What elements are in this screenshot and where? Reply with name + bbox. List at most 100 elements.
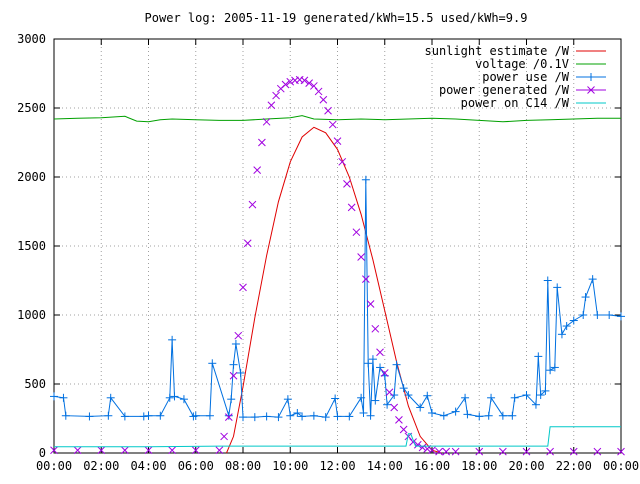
data-point	[579, 311, 588, 319]
data-point	[416, 403, 425, 412]
data-point	[272, 91, 280, 100]
cross-marker-b	[435, 447, 443, 456]
cross-marker-b	[50, 446, 58, 455]
data-point	[413, 440, 422, 449]
data-point	[50, 392, 58, 401]
data-point	[361, 175, 370, 184]
data-point	[286, 411, 295, 420]
x-tick-label: 14:00	[367, 459, 403, 473]
data-point	[543, 276, 552, 285]
data-point	[239, 283, 247, 292]
cross-marker-b	[409, 438, 417, 446]
data-point	[617, 447, 625, 456]
data-point	[250, 413, 259, 422]
cross-marker-b	[361, 275, 370, 283]
cross-marker-b	[314, 87, 323, 96]
cross-marker-b	[376, 348, 384, 357]
data-point	[522, 447, 531, 456]
cross-marker-b	[442, 447, 451, 456]
data-point	[191, 411, 200, 420]
cross-marker-b	[191, 446, 200, 455]
legend-entry: power use /W	[482, 70, 606, 84]
data-point	[229, 360, 238, 369]
data-point	[224, 413, 233, 421]
x-tick-label: 22:00	[556, 459, 592, 473]
data-point	[220, 432, 228, 441]
data-point	[553, 283, 562, 292]
x-tick-label: 10:00	[272, 459, 308, 473]
data-point	[562, 322, 571, 331]
cross-marker-b	[338, 157, 347, 166]
data-point	[475, 412, 484, 421]
cross-marker-b	[522, 447, 531, 456]
data-point	[333, 137, 342, 145]
data-point	[224, 411, 233, 420]
cross-marker-b	[281, 80, 290, 89]
data-point	[366, 411, 375, 420]
legend-label: power generated /W	[439, 83, 570, 97]
data-point	[120, 412, 129, 421]
x-tick-label: 08:00	[225, 459, 261, 473]
data-point	[498, 411, 507, 420]
data-point	[581, 293, 590, 302]
data-point	[522, 391, 531, 400]
data-point	[463, 410, 472, 419]
cross-marker-b	[395, 416, 403, 424]
data-point	[439, 411, 448, 420]
series-power-use-w	[50, 175, 625, 422]
cross-marker-b	[220, 432, 228, 441]
cross-marker-b	[343, 180, 351, 188]
data-point	[144, 446, 153, 455]
data-point	[97, 446, 106, 455]
cross-marker-b	[352, 228, 361, 237]
cross-marker-b	[333, 137, 342, 145]
cross-marker-b	[499, 447, 507, 456]
cross-marker-b	[97, 446, 106, 455]
cross-marker-b	[546, 447, 554, 456]
data-point	[283, 395, 292, 404]
data-point	[305, 79, 314, 88]
data-point	[274, 413, 283, 422]
cross-marker-b	[253, 166, 262, 174]
y-tick-label: 2000	[17, 170, 46, 184]
data-point	[314, 87, 323, 96]
legend-entry: power on C14 /W	[461, 96, 606, 110]
series-line	[53, 115, 621, 123]
data-point	[343, 180, 351, 188]
cross-marker-b	[587, 86, 595, 94]
data-point	[267, 101, 276, 110]
data-point	[85, 412, 94, 421]
data-point	[557, 330, 566, 339]
data-point	[347, 203, 356, 212]
data-point	[229, 371, 238, 380]
axes: 00:00 02:00 04:00 06:00 08:00 10:00 12:00 14:00…	[17, 32, 639, 473]
data-point	[168, 335, 177, 344]
cross-marker-b	[291, 76, 299, 85]
cross-marker-b	[399, 425, 408, 434]
x-tick-label: 06:00	[178, 459, 214, 473]
data-point	[50, 446, 58, 455]
cross-marker-b	[380, 369, 389, 377]
y-tick-label: 1000	[17, 308, 46, 322]
data-point	[300, 76, 309, 85]
cross-marker-b	[215, 446, 224, 455]
data-point	[395, 416, 403, 424]
y-tick-label: 500	[24, 377, 46, 391]
data-point	[281, 80, 290, 89]
data-point	[364, 359, 373, 368]
cross-marker-b	[569, 447, 578, 456]
data-point	[546, 447, 554, 456]
cross-marker-b	[121, 446, 129, 455]
data-point	[293, 408, 302, 417]
data-point	[345, 412, 354, 421]
cross-marker-b	[224, 413, 233, 421]
data-point	[227, 395, 236, 404]
x-tick-label: 02:00	[83, 459, 119, 473]
data-point	[366, 300, 375, 308]
cross-marker-b	[300, 76, 309, 85]
data-point	[59, 393, 68, 402]
y-tick-label: 3000	[17, 32, 46, 46]
data-point	[371, 396, 380, 405]
